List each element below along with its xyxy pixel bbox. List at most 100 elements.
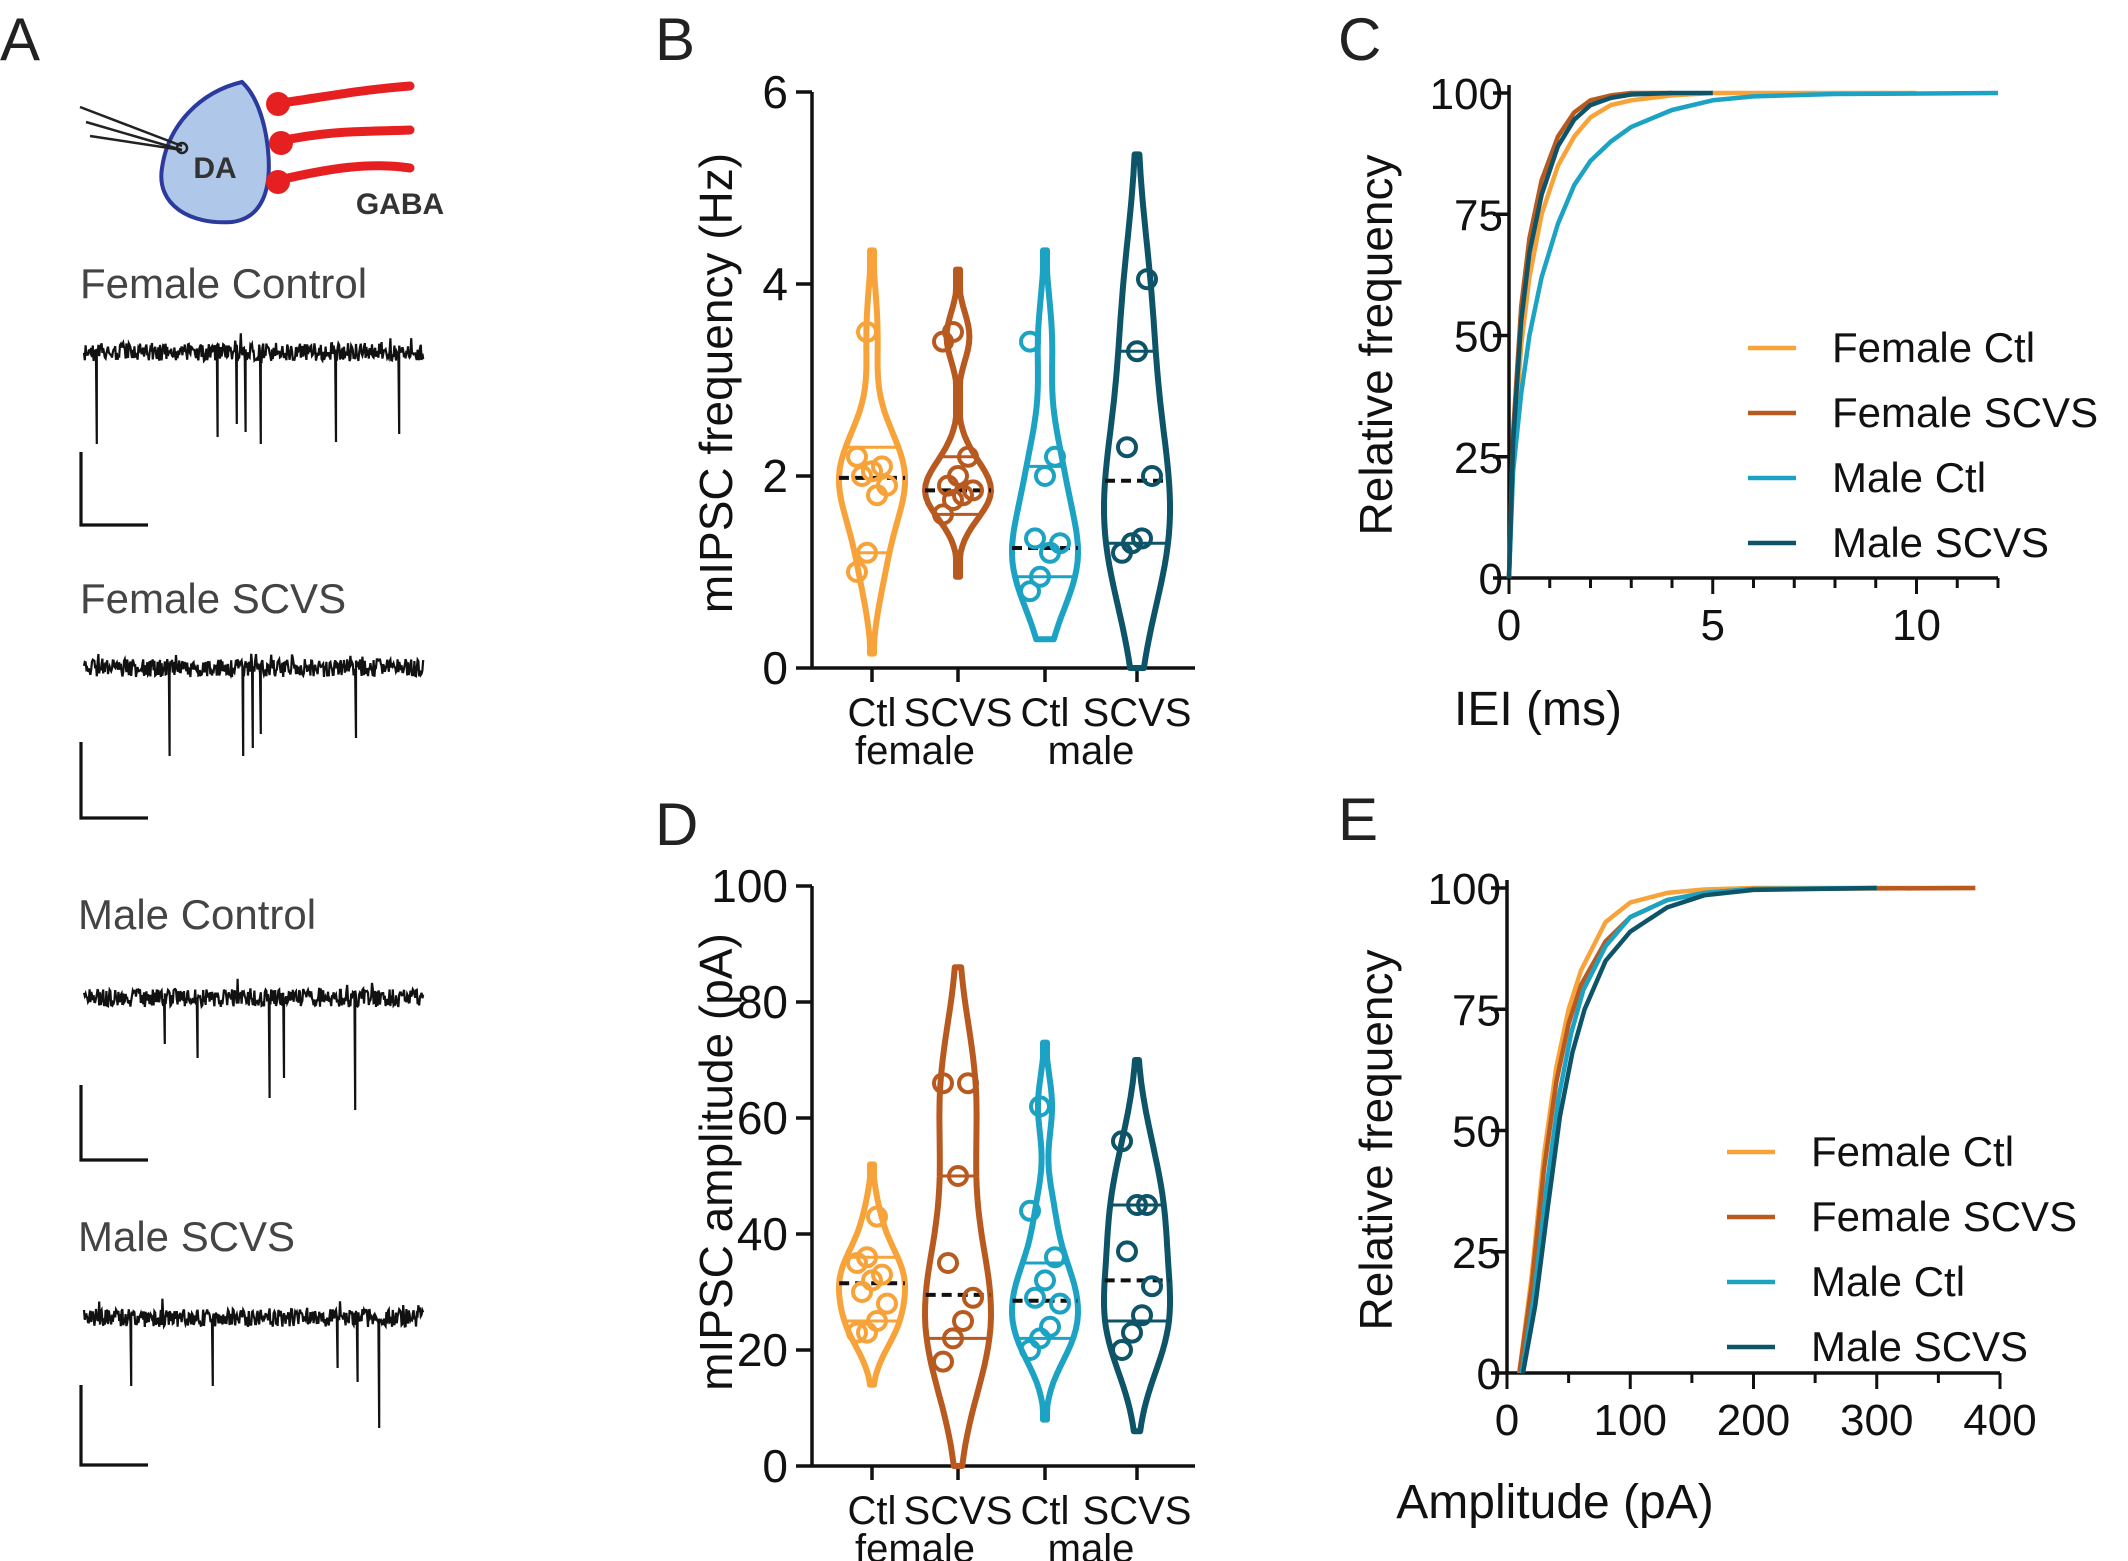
trace bbox=[82, 1298, 425, 1429]
data-point bbox=[1044, 445, 1066, 468]
recording-pipette bbox=[79, 105, 189, 155]
trace-group-male-scvs: Male SCVS bbox=[78, 1213, 425, 1467]
trace-label: Male Control bbox=[78, 891, 316, 938]
legend-label: Female SCVS bbox=[1832, 389, 2098, 436]
data-point bbox=[1029, 565, 1051, 588]
data-point bbox=[962, 1286, 984, 1309]
legend-label: Female Ctl bbox=[1811, 1128, 2014, 1175]
y-axis-label: mIPSC frequency (Hz) bbox=[690, 153, 742, 613]
data-point bbox=[1131, 1304, 1153, 1327]
legend-label: Female SCVS bbox=[1811, 1193, 2077, 1240]
data-point bbox=[947, 465, 969, 487]
gaba-axons bbox=[270, 81, 415, 186]
scale-bar bbox=[79, 742, 148, 820]
data-point bbox=[856, 1246, 878, 1269]
scale-bar bbox=[79, 1085, 148, 1162]
data-point bbox=[1111, 1130, 1133, 1153]
chart-e: Relative frequency Amplitude (pA) 0 25 50 7… bbox=[1350, 865, 2077, 1529]
legend-label: Male SCVS bbox=[1832, 519, 2049, 566]
x-axis-label: Amplitude (pA) bbox=[1396, 1476, 1713, 1529]
data-point bbox=[932, 1072, 954, 1095]
y-tick-label: 75 bbox=[1454, 191, 1503, 240]
panel-letter-d: D bbox=[655, 791, 698, 858]
data-point bbox=[1029, 1095, 1051, 1118]
data-point bbox=[1126, 1194, 1148, 1216]
gaba-label: GABA bbox=[356, 188, 444, 221]
data-point bbox=[957, 445, 979, 468]
y-tick-label: 75 bbox=[1452, 986, 1501, 1035]
scale-bar bbox=[79, 452, 148, 527]
x-tick-label: 300 bbox=[1840, 1396, 1913, 1445]
data-point bbox=[932, 503, 954, 526]
y-tick-label: 6 bbox=[762, 66, 788, 118]
trace-group-female-control: Female Control bbox=[79, 260, 425, 527]
panel-letter-b: B bbox=[655, 6, 695, 73]
data-point bbox=[1141, 465, 1163, 487]
x-tick-label: 0 bbox=[1495, 1396, 1519, 1445]
y-tick-label: 100 bbox=[711, 860, 788, 912]
y-tick-label: 50 bbox=[1452, 1108, 1501, 1157]
data-point bbox=[1034, 1269, 1056, 1292]
data-point bbox=[1111, 1339, 1133, 1361]
trace bbox=[82, 333, 425, 445]
data-point bbox=[1126, 340, 1148, 363]
neuron-label: DA bbox=[193, 152, 236, 185]
data-point bbox=[866, 1205, 888, 1228]
x-tick-label: 200 bbox=[1717, 1396, 1790, 1445]
violin-0 bbox=[836, 247, 908, 657]
y-tick-label: 0 bbox=[762, 642, 788, 694]
category-label: Ctl bbox=[1021, 1489, 1070, 1533]
legend-label: Male SCVS bbox=[1811, 1323, 2028, 1370]
y-tick-label: 100 bbox=[1430, 70, 1503, 119]
category-label: Ctl bbox=[1021, 691, 1070, 735]
data-point bbox=[866, 1310, 888, 1332]
violin-0 bbox=[836, 1161, 908, 1388]
y-tick-label: 40 bbox=[737, 1208, 788, 1260]
group-label: female bbox=[855, 1527, 975, 1561]
data-point bbox=[942, 1327, 964, 1350]
series-line-3 bbox=[1506, 90, 1713, 579]
data-point bbox=[937, 1252, 959, 1274]
y-tick-label: 2 bbox=[762, 450, 788, 502]
violin-2 bbox=[1009, 247, 1081, 643]
data-point bbox=[947, 1165, 969, 1187]
data-point bbox=[1116, 1240, 1138, 1263]
panel-letter-e: E bbox=[1338, 786, 1378, 853]
x-tick-label: 400 bbox=[1963, 1396, 2036, 1445]
axes: 0 2 4 6 bbox=[762, 66, 1195, 694]
data-point bbox=[876, 474, 898, 497]
y-tick-label: 20 bbox=[737, 1324, 788, 1376]
x-axis-label: IEI (ms) bbox=[1454, 683, 1622, 736]
series-lines bbox=[1506, 90, 1999, 579]
data-point bbox=[962, 479, 984, 502]
data-point bbox=[1019, 330, 1041, 353]
trace bbox=[82, 978, 425, 1111]
scale-bar bbox=[79, 1385, 148, 1467]
data-point bbox=[871, 1263, 893, 1286]
axes: 0 25 50 75 100 0 5 10 bbox=[1430, 70, 2000, 650]
data-point bbox=[856, 541, 878, 564]
data-point bbox=[1136, 268, 1158, 291]
data-point bbox=[871, 455, 893, 478]
data-point bbox=[1131, 527, 1153, 550]
chart-c: Relative frequency IEI (ms) 0 25 50 75 100 0 5… bbox=[1350, 70, 2098, 736]
trace-label: Male SCVS bbox=[78, 1213, 295, 1260]
y-axis-label: Relative frequency bbox=[1350, 950, 1402, 1331]
trace-group-male-control: Male Control bbox=[78, 891, 425, 1162]
series-lines bbox=[1517, 885, 1976, 1374]
category-label: SCVS bbox=[904, 691, 1013, 735]
data-point bbox=[952, 1310, 974, 1332]
y-tick-label: 0 bbox=[1477, 1350, 1501, 1399]
trace-label: Female SCVS bbox=[80, 575, 346, 622]
legend-label: Female Ctl bbox=[1832, 324, 2035, 371]
violin-3 bbox=[1101, 151, 1173, 671]
legend: Female Ctl Female SCVS Male Ctl Male SCVS bbox=[1748, 324, 2098, 566]
violins bbox=[836, 151, 1173, 671]
data-point bbox=[1039, 1315, 1061, 1338]
y-tick-label: 0 bbox=[1479, 555, 1503, 604]
schematic: DA GABA bbox=[79, 79, 444, 225]
panel-letter-c: C bbox=[1338, 6, 1381, 73]
